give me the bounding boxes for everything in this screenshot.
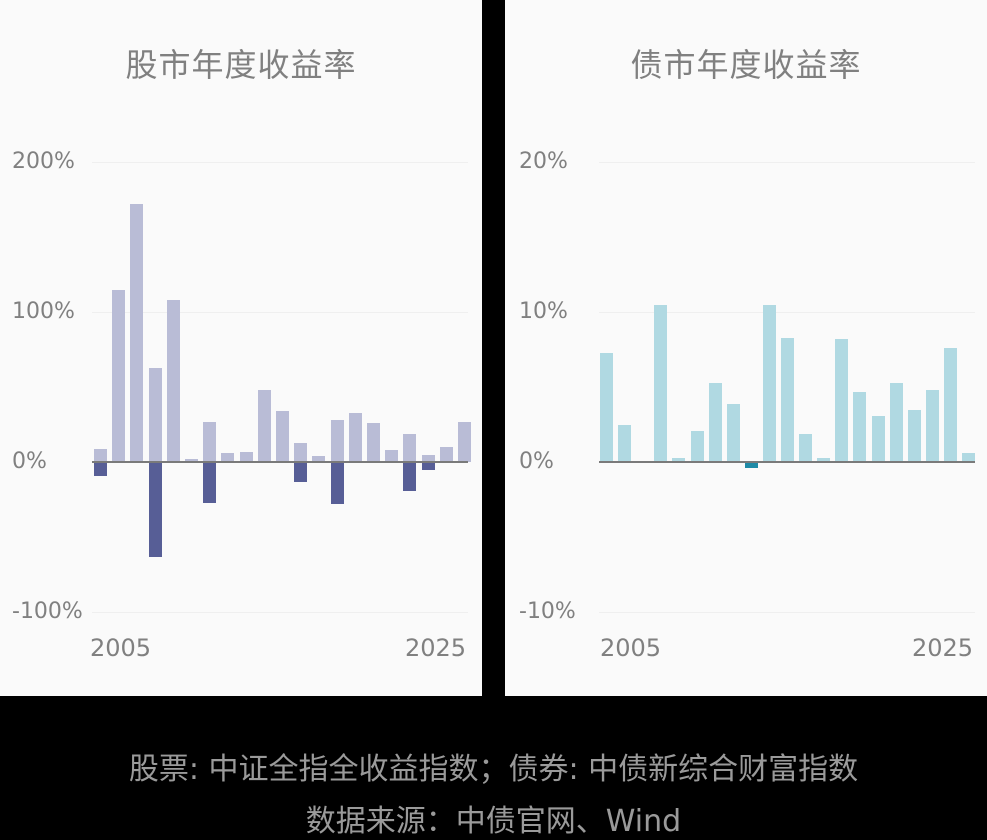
footer-index-note: 股票: 中证全指全收益指数；债券: 中债新综合财富指数 bbox=[128, 752, 859, 787]
bar-2017 bbox=[817, 457, 831, 462]
bar-2006 bbox=[112, 289, 126, 462]
bar-negative-2023 bbox=[421, 462, 435, 470]
grid-line bbox=[599, 312, 975, 313]
y-tick-label: 20% bbox=[519, 149, 568, 174]
bar-2018 bbox=[835, 339, 849, 462]
stock-plot-area: 200% 100% 0% -100% 2005 2025 bbox=[0, 0, 482, 696]
bar-2024 bbox=[439, 447, 453, 462]
bar-2015 bbox=[276, 411, 289, 462]
y-tick-label: 0% bbox=[12, 449, 47, 474]
grid-line bbox=[92, 162, 468, 163]
x-tick-label-start: 2005 bbox=[90, 634, 152, 662]
x-tick-label-start: 2005 bbox=[600, 634, 662, 662]
y-tick-label: 200% bbox=[12, 149, 75, 174]
bar-2022 bbox=[403, 433, 417, 462]
x-tick-label-end: 2025 bbox=[405, 634, 467, 662]
bar-negative-2016 bbox=[294, 462, 308, 482]
bar-2022 bbox=[907, 409, 921, 462]
bar-2005 bbox=[600, 352, 613, 462]
bar-2021 bbox=[889, 382, 903, 462]
bar-2019 bbox=[348, 412, 362, 462]
bar-negative-2008 bbox=[148, 462, 162, 557]
bar-2023 bbox=[421, 454, 435, 462]
bar-2019 bbox=[853, 391, 867, 462]
bond-chart-title: 债市年度收益率 bbox=[630, 46, 862, 84]
bar-negative-2011 bbox=[203, 462, 217, 503]
bar-2017 bbox=[312, 456, 326, 462]
bar-2009 bbox=[166, 300, 180, 462]
bar-2006 bbox=[618, 424, 632, 462]
y-tick-label: 0% bbox=[519, 449, 554, 474]
bar-2009 bbox=[672, 457, 686, 462]
bar-2008 bbox=[148, 367, 162, 462]
bar-2024 bbox=[943, 348, 957, 462]
grid-line bbox=[92, 312, 468, 313]
bar-2012 bbox=[726, 403, 740, 462]
bond-chart-panel: 债市年度收益率 20% 10% 0% -10% 2005 2025 bbox=[505, 0, 987, 696]
bar-negative-2013 bbox=[744, 462, 758, 468]
y-tick-label: -100% bbox=[12, 599, 83, 624]
bar-2010 bbox=[690, 430, 704, 462]
grid-line bbox=[599, 612, 975, 613]
bar-negative-2005 bbox=[94, 462, 107, 476]
bar-2020 bbox=[871, 415, 885, 462]
bar-2016 bbox=[799, 433, 813, 462]
bar-2005 bbox=[94, 448, 107, 462]
x-tick-label-end: 2025 bbox=[912, 634, 974, 662]
grid-line bbox=[92, 612, 468, 613]
bar-2016 bbox=[294, 442, 308, 462]
zero-axis-line bbox=[92, 461, 468, 463]
y-tick-label: 10% bbox=[519, 299, 568, 324]
bar-2014 bbox=[762, 304, 776, 462]
bar-2008 bbox=[654, 304, 668, 462]
y-tick-label: -10% bbox=[519, 599, 576, 624]
bar-2007 bbox=[130, 204, 144, 462]
bar-2010 bbox=[185, 459, 198, 462]
zero-axis-line bbox=[599, 461, 975, 463]
bar-2018 bbox=[330, 420, 344, 462]
bar-2025 bbox=[458, 421, 471, 462]
footer-data-source: 数据来源：中债官网、Wind bbox=[305, 804, 682, 839]
stock-chart-title: 股市年度收益率 bbox=[125, 46, 357, 84]
bond-plot-area: 20% 10% 0% -10% 2005 2025 bbox=[505, 0, 987, 696]
bar-2023 bbox=[925, 390, 939, 462]
bar-2012 bbox=[221, 453, 235, 462]
bar-negative-2018 bbox=[330, 462, 344, 504]
grid-line bbox=[599, 162, 975, 163]
bar-2011 bbox=[203, 421, 217, 462]
bar-negative-2022 bbox=[403, 462, 417, 491]
bar-2015 bbox=[781, 337, 794, 462]
bar-2025 bbox=[962, 453, 975, 462]
bar-2014 bbox=[257, 390, 271, 462]
bar-2021 bbox=[385, 450, 399, 462]
bar-2020 bbox=[367, 423, 380, 462]
bar-2011 bbox=[708, 382, 722, 462]
stock-chart-panel: 股市年度收益率 200% 100% 0% -100% 2005 2025 bbox=[0, 0, 482, 696]
bar-2013 bbox=[239, 451, 253, 462]
y-tick-label: 100% bbox=[12, 299, 75, 324]
